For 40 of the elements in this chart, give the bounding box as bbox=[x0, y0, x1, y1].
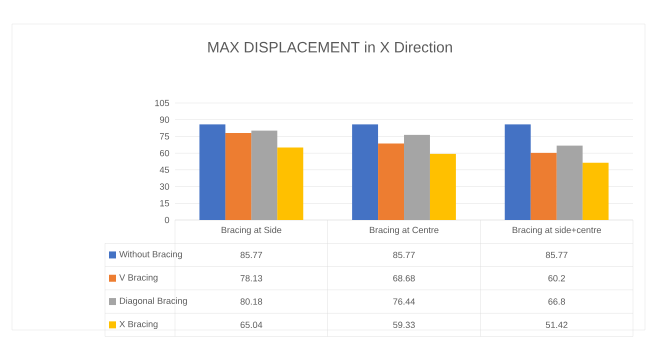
data-label: 80.18 bbox=[240, 298, 262, 305]
data-label: 60.2 bbox=[548, 275, 565, 282]
y-tick-label: 30 bbox=[160, 183, 170, 190]
legend-label: Diagonal Bracing bbox=[120, 297, 187, 306]
bar bbox=[430, 154, 456, 220]
data-label: 85.77 bbox=[393, 252, 415, 258]
data-label: 65.04 bbox=[240, 322, 262, 328]
bar bbox=[352, 124, 378, 220]
data-label: 51.42 bbox=[546, 322, 568, 328]
y-tick-label: 0 bbox=[164, 216, 170, 224]
y-tick-label: 15 bbox=[160, 200, 170, 206]
bar bbox=[225, 132, 252, 220]
bar bbox=[378, 143, 404, 220]
x-tick-label: Bracing at Centre bbox=[370, 226, 438, 235]
bar bbox=[504, 124, 531, 220]
data-label: 76.44 bbox=[393, 298, 415, 305]
data-label: 59.33 bbox=[393, 322, 415, 328]
bar bbox=[556, 146, 583, 220]
chart-title: MAX DISPLACEMENT in X Direction bbox=[208, 42, 452, 52]
data-label: 66.8 bbox=[548, 298, 566, 305]
y-tick-label: 90 bbox=[160, 116, 170, 123]
y-tick-label: 105 bbox=[155, 100, 170, 106]
x-tick-label: Bracing at Side bbox=[222, 226, 282, 235]
bar bbox=[251, 130, 278, 220]
data-label: 85.77 bbox=[546, 252, 568, 258]
data-label: 85.77 bbox=[240, 252, 262, 258]
y-tick-label: 60 bbox=[160, 150, 170, 156]
bar bbox=[582, 162, 609, 220]
bar bbox=[199, 124, 226, 220]
legend-label: Without Bracing bbox=[119, 250, 182, 260]
data-label: 78.13 bbox=[240, 275, 262, 282]
legend-label: V Bracing bbox=[119, 274, 158, 282]
bar bbox=[404, 134, 430, 220]
bar bbox=[530, 152, 557, 220]
x-tick-label: Bracing at side+centre bbox=[512, 226, 601, 235]
bar bbox=[277, 148, 304, 220]
y-tick-label: 45 bbox=[160, 166, 170, 173]
y-tick-label: 75 bbox=[160, 133, 170, 140]
legend-label: X Bracing bbox=[119, 320, 158, 330]
data-label: 68.68 bbox=[393, 275, 415, 282]
